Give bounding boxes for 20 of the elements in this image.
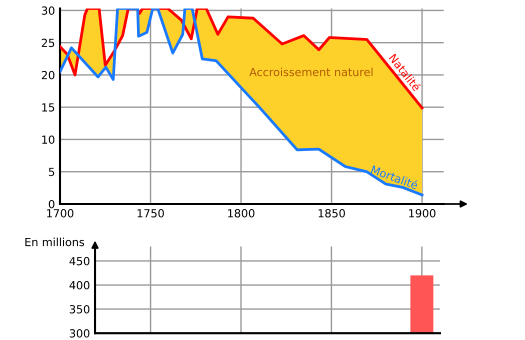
y-tick-label: 15 (42, 103, 54, 112)
y-tick-label: 5 (48, 168, 54, 176)
x-tick-label: 1800 (228, 209, 254, 218)
y-tick-label: 0 (48, 200, 54, 208)
line-series (60, 8, 424, 196)
y-tick-label: 25 (42, 38, 54, 48)
y-tick-label: 450 (70, 256, 90, 266)
y-tick-label: 350 (70, 305, 90, 314)
y-tick-label: 20 (42, 70, 54, 80)
y-axis-title: En millions (25, 238, 84, 246)
y-tick-label: 400 (70, 281, 90, 290)
x-tick-label: 1700 (47, 209, 74, 218)
y-tick-label: 10 (42, 135, 54, 144)
annotation: Accroissement naturel (249, 68, 372, 76)
x-tick-label: 1750 (138, 209, 164, 218)
y-tick-label: 300 (70, 329, 90, 338)
line-series (60, 8, 424, 110)
y-tick-label: 30 (42, 6, 54, 15)
x-tick-label: 1850 (318, 209, 345, 218)
x-tick-label: 1900 (409, 209, 436, 218)
